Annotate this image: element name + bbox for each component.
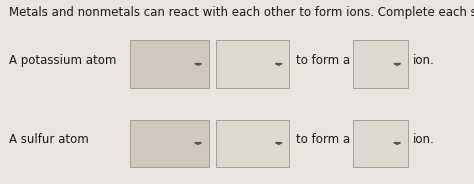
Bar xyxy=(216,40,289,88)
Bar xyxy=(130,120,209,167)
Bar xyxy=(216,120,289,167)
Polygon shape xyxy=(195,63,201,65)
Polygon shape xyxy=(275,143,282,144)
Text: A sulfur atom: A sulfur atom xyxy=(9,133,89,146)
Text: Metals and nonmetals can react with each other to form ions. Complete each state: Metals and nonmetals can react with each… xyxy=(9,6,474,19)
Polygon shape xyxy=(394,63,401,65)
Polygon shape xyxy=(275,63,282,65)
Text: A potassium atom: A potassium atom xyxy=(9,54,117,67)
Bar xyxy=(353,40,408,88)
Text: ion.: ion. xyxy=(413,54,435,67)
Polygon shape xyxy=(195,143,201,144)
Text: to form a: to form a xyxy=(296,54,350,67)
Bar xyxy=(353,120,408,167)
Polygon shape xyxy=(394,143,401,144)
Bar xyxy=(130,40,209,88)
Text: to form a: to form a xyxy=(296,133,350,146)
Text: ion.: ion. xyxy=(413,133,435,146)
